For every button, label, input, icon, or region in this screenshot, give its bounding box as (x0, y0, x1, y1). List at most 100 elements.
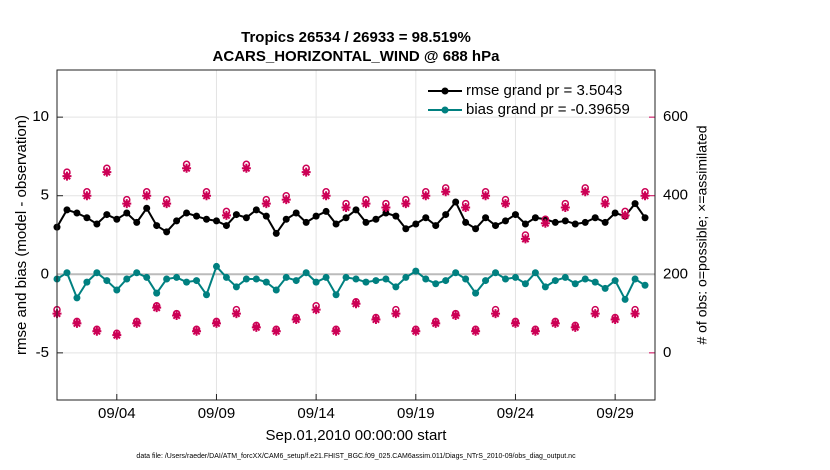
point (492, 222, 500, 230)
point (272, 286, 280, 294)
point (321, 191, 331, 201)
point (482, 214, 490, 222)
point (531, 214, 539, 222)
point (451, 311, 461, 321)
point (332, 291, 340, 299)
point (102, 167, 112, 177)
point (173, 273, 181, 281)
point (442, 211, 450, 219)
series (53, 198, 649, 237)
point (601, 218, 609, 226)
point (342, 214, 350, 222)
point (153, 222, 161, 230)
point (143, 204, 151, 212)
point (471, 326, 481, 336)
point (601, 284, 609, 292)
x-tick-label: 09/19 (397, 405, 435, 422)
y-tick-label: 5 (41, 187, 49, 204)
point (261, 199, 271, 209)
point (381, 203, 391, 212)
point (291, 314, 301, 324)
point (541, 283, 549, 291)
point (421, 191, 431, 201)
point (452, 198, 460, 206)
point (152, 303, 162, 313)
point (520, 234, 530, 244)
point (591, 278, 599, 286)
point (271, 326, 281, 336)
point (211, 318, 221, 328)
point (221, 210, 231, 220)
point (282, 273, 290, 281)
point (510, 318, 520, 328)
point (481, 191, 491, 201)
y-tick-label: -5 (36, 344, 49, 361)
point (222, 273, 230, 281)
point (391, 309, 401, 319)
point (382, 275, 390, 283)
point (482, 277, 490, 285)
point (511, 273, 519, 281)
point (232, 211, 240, 219)
point (93, 220, 101, 228)
point (242, 275, 250, 283)
point (551, 277, 559, 285)
point (193, 277, 201, 285)
point (600, 199, 610, 209)
point (631, 200, 639, 208)
point (203, 291, 210, 299)
point (412, 220, 420, 228)
point (362, 218, 370, 226)
point (262, 278, 270, 286)
chart-subtitle: ACARS_HORIZONTAL_WIND @ 688 hPa (213, 48, 501, 65)
point (212, 262, 220, 270)
x-tick-label: 09/04 (98, 405, 136, 422)
point (422, 275, 430, 283)
point (252, 275, 260, 283)
point (113, 215, 121, 223)
point (63, 206, 71, 214)
point (501, 199, 510, 209)
point (621, 295, 629, 303)
point (292, 209, 300, 217)
point (392, 212, 400, 220)
point (511, 211, 519, 219)
point (610, 314, 620, 324)
point (491, 309, 501, 319)
y-axis-label: rmse and bias (model - observation) (13, 115, 30, 355)
point (352, 206, 360, 214)
point (143, 273, 151, 281)
legend-marker (441, 87, 449, 95)
chart-title: Tropics 26534 / 26933 = 98.519% (241, 29, 471, 46)
point (611, 277, 619, 285)
point (561, 217, 569, 225)
series (53, 262, 649, 303)
point (63, 269, 71, 277)
point (332, 220, 340, 228)
point (311, 305, 321, 315)
point (232, 283, 240, 291)
point (172, 311, 182, 321)
point (452, 269, 460, 277)
legend-label: bias grand pr = -0.39659 (466, 101, 630, 118)
point (173, 217, 181, 225)
y2-tick-label: 200 (663, 265, 688, 282)
point (631, 275, 639, 283)
point (411, 326, 421, 336)
point (342, 273, 350, 281)
x-tick-label: 09/29 (596, 405, 634, 422)
point (163, 228, 171, 236)
plot-area (57, 70, 655, 400)
point (620, 210, 630, 220)
legend-marker (441, 106, 449, 114)
point (441, 187, 451, 197)
point (132, 318, 142, 328)
point (73, 294, 81, 302)
point (262, 212, 270, 220)
point (133, 269, 141, 277)
point (193, 212, 201, 220)
point (103, 211, 111, 219)
point (402, 273, 410, 281)
point (372, 277, 380, 285)
